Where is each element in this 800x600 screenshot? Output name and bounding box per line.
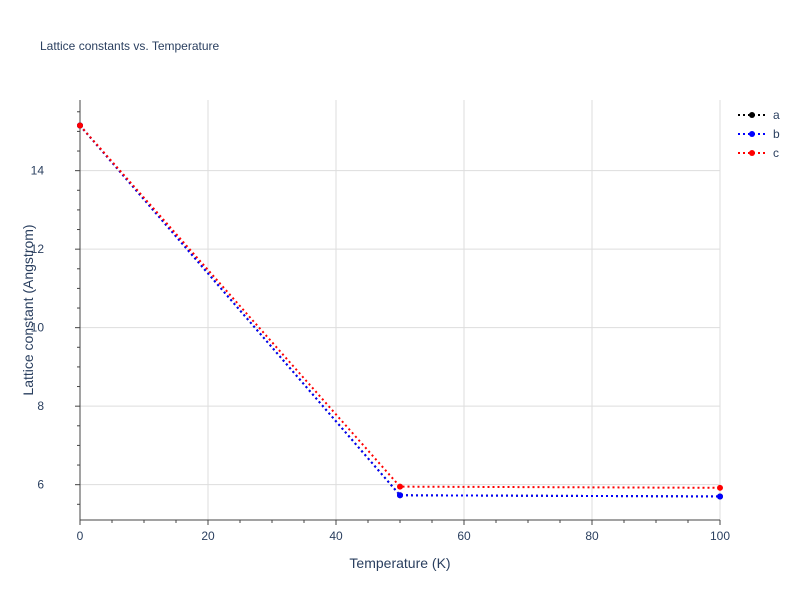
x-tick-label: 0	[77, 529, 84, 543]
series-line-b	[79, 124, 721, 498]
legend-label: c	[773, 146, 779, 160]
legend-label: a	[773, 108, 780, 122]
legend-marker	[749, 131, 755, 137]
legend-label: b	[773, 127, 780, 141]
x-tick-label: 80	[585, 529, 599, 543]
data-point-c	[717, 484, 723, 491]
chart-title: Lattice constants vs. Temperature	[40, 39, 220, 53]
series-line-c	[79, 124, 721, 489]
y-tick-label: 8	[37, 399, 44, 413]
legend-marker	[749, 112, 755, 118]
series-line-a	[79, 124, 721, 498]
series-b	[77, 122, 723, 500]
data-point-c	[397, 483, 403, 490]
axes: 6 8 10 12 14 0 20 40 60 80 100	[31, 100, 730, 543]
y-tick-label: 6	[37, 478, 44, 492]
x-tick-label: 60	[457, 529, 471, 543]
series-c	[77, 122, 723, 491]
x-tick-label: 20	[201, 529, 215, 543]
data-point-b	[397, 492, 403, 499]
legend[interactable]: abc	[738, 108, 780, 160]
x-tick-label: 40	[329, 529, 343, 543]
legend-item-c[interactable]: c	[738, 146, 779, 160]
series-layer	[77, 122, 723, 500]
legend-item-a[interactable]: a	[738, 108, 780, 122]
y-tick-label: 14	[31, 164, 45, 178]
x-axis-title: Temperature (K)	[349, 555, 450, 571]
x-tick-label: 100	[710, 529, 730, 543]
data-point-c	[77, 122, 83, 129]
series-a	[77, 122, 723, 500]
legend-item-b[interactable]: b	[738, 127, 780, 141]
y-axis-title: Lattice constant (Angstrom)	[20, 224, 36, 395]
gridlines	[80, 100, 721, 520]
data-point-b	[717, 493, 723, 500]
legend-marker	[749, 150, 755, 156]
y-tick-label: 10	[31, 321, 45, 335]
y-tick-label: 12	[31, 242, 45, 256]
